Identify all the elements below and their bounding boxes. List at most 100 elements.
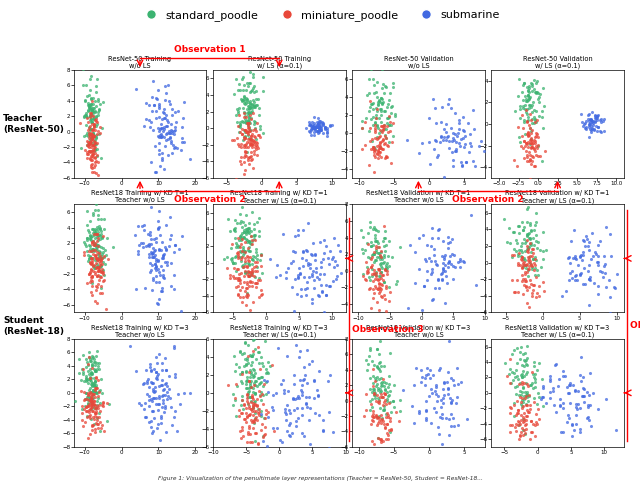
- Point: [365, 224, 375, 231]
- Point: [322, 128, 332, 136]
- Point: [360, 118, 370, 126]
- Point: [522, 232, 532, 240]
- Point: [568, 382, 578, 389]
- Point: [145, 259, 156, 267]
- Point: [518, 226, 529, 234]
- Point: [582, 414, 592, 422]
- Point: [521, 261, 531, 269]
- Point: [302, 278, 312, 286]
- Point: [158, 252, 168, 260]
- Point: [241, 113, 252, 121]
- Point: [87, 273, 97, 281]
- Point: [247, 269, 257, 277]
- Point: [287, 451, 298, 458]
- Point: [244, 422, 254, 430]
- Point: [88, 366, 99, 373]
- Point: [376, 248, 387, 256]
- Point: [296, 388, 307, 396]
- Point: [287, 395, 298, 403]
- Point: [252, 407, 262, 414]
- Point: [227, 136, 237, 143]
- Point: [255, 122, 265, 129]
- Point: [365, 284, 376, 292]
- Point: [230, 381, 241, 388]
- Point: [91, 367, 101, 374]
- Point: [243, 412, 253, 419]
- Point: [509, 156, 519, 164]
- Point: [599, 262, 609, 270]
- Point: [371, 104, 381, 112]
- Point: [149, 387, 159, 395]
- Point: [566, 238, 577, 245]
- Point: [248, 425, 258, 432]
- Point: [509, 251, 519, 258]
- Point: [158, 273, 168, 281]
- Point: [241, 211, 252, 218]
- Point: [86, 266, 96, 274]
- Point: [367, 277, 378, 285]
- Point: [88, 137, 99, 145]
- Point: [246, 416, 257, 424]
- Point: [383, 121, 394, 128]
- Point: [380, 139, 390, 147]
- Point: [85, 132, 95, 140]
- Point: [237, 75, 247, 83]
- Point: [280, 408, 290, 416]
- Point: [312, 391, 323, 398]
- Point: [430, 257, 440, 265]
- Point: [93, 266, 104, 274]
- Point: [242, 96, 252, 104]
- Point: [373, 243, 383, 251]
- Point: [78, 422, 88, 430]
- Point: [262, 442, 273, 450]
- Point: [525, 221, 536, 228]
- Point: [319, 236, 330, 244]
- Point: [95, 386, 106, 394]
- Point: [90, 136, 100, 144]
- Point: [605, 294, 615, 301]
- Point: [240, 262, 250, 270]
- Point: [239, 228, 249, 236]
- Point: [90, 428, 100, 436]
- Point: [244, 114, 254, 122]
- Point: [521, 412, 531, 420]
- Point: [520, 142, 530, 150]
- Point: [147, 429, 157, 437]
- Point: [243, 377, 253, 384]
- Point: [93, 206, 103, 214]
- Point: [147, 380, 157, 387]
- Point: [296, 386, 306, 394]
- Point: [86, 369, 97, 377]
- Point: [100, 246, 111, 254]
- Point: [551, 360, 561, 368]
- Point: [92, 120, 102, 128]
- Point: [383, 142, 393, 150]
- Point: [527, 87, 537, 95]
- Point: [244, 410, 255, 418]
- Point: [186, 155, 196, 163]
- Point: [233, 265, 243, 273]
- Point: [253, 440, 263, 448]
- Point: [372, 345, 382, 353]
- Point: [530, 39, 540, 47]
- Point: [235, 232, 245, 240]
- Point: [249, 372, 259, 380]
- Point: [520, 264, 531, 271]
- Point: [278, 386, 289, 394]
- Point: [241, 289, 252, 297]
- Point: [223, 381, 233, 388]
- Point: [247, 393, 257, 401]
- Point: [243, 341, 253, 349]
- Point: [260, 390, 271, 398]
- Point: [444, 415, 454, 423]
- Point: [250, 414, 260, 422]
- Point: [368, 122, 378, 129]
- Point: [413, 149, 424, 157]
- Point: [92, 299, 102, 307]
- Point: [431, 381, 442, 389]
- Point: [366, 65, 376, 72]
- Point: [150, 272, 161, 280]
- Point: [290, 232, 300, 240]
- Point: [525, 124, 535, 132]
- Point: [242, 238, 252, 245]
